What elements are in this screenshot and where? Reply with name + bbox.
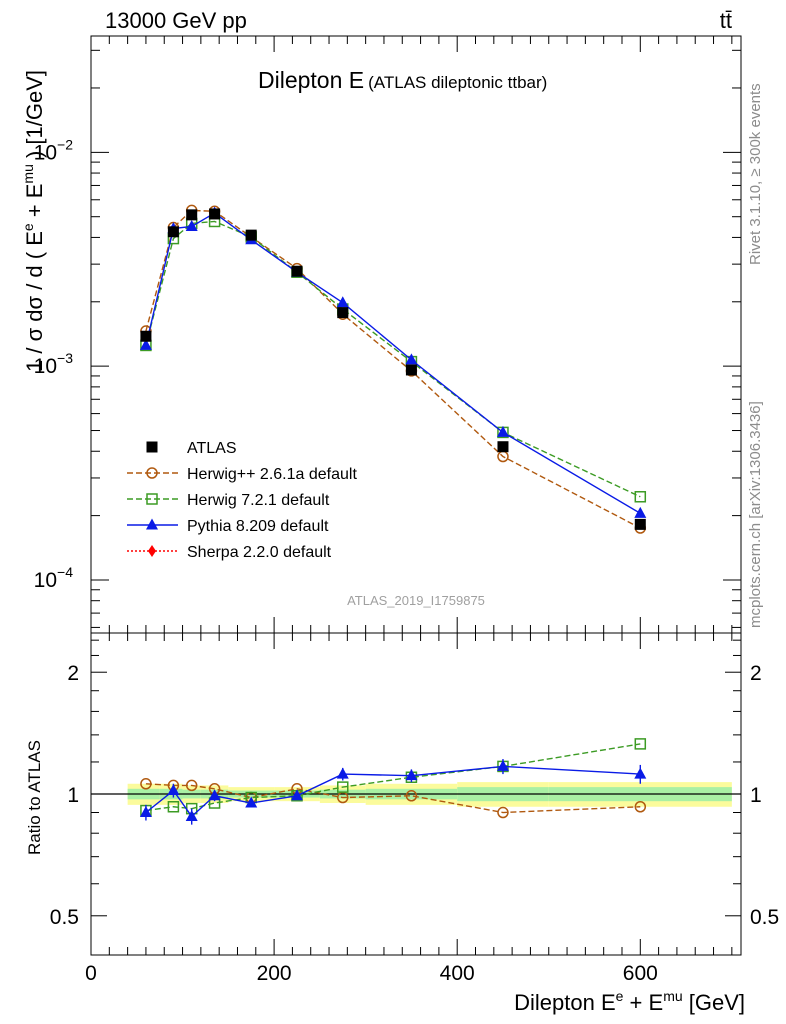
ratio-y-tick-label-right: 1 xyxy=(750,784,762,807)
ratio-line xyxy=(145,783,641,814)
data-point xyxy=(634,506,647,518)
y-tick-label: 10−3 xyxy=(34,350,74,378)
data-point xyxy=(336,296,349,308)
legend-marker xyxy=(148,545,156,557)
ratio-y-tick-label: 2 xyxy=(67,662,79,685)
series-atlas xyxy=(140,208,646,530)
legend-marker xyxy=(146,441,158,453)
legend-entry: Sherpa 2.2.0 default xyxy=(127,544,332,561)
plot-subtitle: (ATLAS dileptonic ttbar) xyxy=(368,73,547,92)
series-line xyxy=(145,220,641,498)
legend-entry: Pythia 8.209 default xyxy=(127,518,329,535)
data-point xyxy=(634,491,647,503)
legend: ATLAS Herwig++ 2.6.1a default Herwig 7.2.1… xyxy=(127,440,357,561)
ratio-point xyxy=(185,809,198,821)
mcplots-label: mcplots.cern.ch [arXiv:1306.3436] xyxy=(747,401,764,628)
x-tick-label: 600 xyxy=(623,962,658,985)
data-point xyxy=(186,209,198,221)
plot-title-main: Dilepton E xyxy=(258,67,364,93)
data-point xyxy=(245,229,257,241)
ratio-point xyxy=(167,801,180,813)
legend-label: ATLAS xyxy=(187,440,237,457)
data-point xyxy=(497,441,509,453)
ratio-point xyxy=(497,806,509,819)
x-axis-label: Dilepton Ee + Emu [GeV] xyxy=(514,988,745,1015)
data-point xyxy=(405,353,418,365)
ratio-point xyxy=(336,767,349,779)
data-point xyxy=(209,208,221,220)
process-label: tt̄ xyxy=(720,8,732,33)
ratio-point xyxy=(634,738,647,750)
x-tick-label: 200 xyxy=(257,962,292,985)
ratio-point xyxy=(634,767,647,779)
series-herwig-7-2-1-default xyxy=(140,215,647,503)
plot-title: Dilepton E (ATLAS dileptonic ttbar) xyxy=(258,67,547,93)
legend-entry: Herwig++ 2.6.1a default xyxy=(127,466,357,483)
series-herwig-2-6-1a-default xyxy=(140,204,647,534)
ratio-point xyxy=(208,789,221,801)
axis-ticks: 0 200 400 600 10−4 10−3 10−2 0.5 0.5 1 1 2 2 xyxy=(34,36,779,985)
ratio-series xyxy=(139,738,647,825)
data-point xyxy=(405,364,417,376)
ratio-point xyxy=(290,789,303,801)
x-tick-label: 400 xyxy=(440,962,475,985)
ratio-y-tick-label-right: 0.5 xyxy=(750,906,779,929)
ratio-pythia-8-209-default xyxy=(139,759,647,825)
legend-marker xyxy=(146,467,158,479)
y-tick-label: 10−4 xyxy=(34,564,74,592)
ratio-point xyxy=(245,796,258,808)
legend-label: Sherpa 2.2.0 default xyxy=(187,544,332,561)
ratio-point xyxy=(634,801,647,813)
ratio-point xyxy=(140,778,152,790)
legend-entry: Herwig 7.2.1 default xyxy=(127,492,330,509)
data-point xyxy=(634,518,646,530)
ratio-y-tick-label: 1 xyxy=(67,784,79,807)
y-axis-label: 1 / σ dσ / d ( Ee + Emu ) [1/GeV] xyxy=(20,70,47,372)
x-tick-label: 0 xyxy=(85,962,97,985)
legend-entry: ATLAS xyxy=(146,440,237,457)
series-line xyxy=(145,212,641,514)
ratio-line xyxy=(145,743,641,812)
data-point xyxy=(139,338,152,350)
y-tick-label: 10−2 xyxy=(34,136,74,164)
ratio-y-axis-label: Ratio to ATLAS xyxy=(25,740,44,855)
ratio-point xyxy=(139,806,152,818)
legend-label: Herwig++ 2.6.1a default xyxy=(187,466,357,483)
analysis-id: ATLAS_2019_I1759875 xyxy=(347,593,485,608)
data-point xyxy=(185,219,198,231)
legend-marker xyxy=(146,493,158,505)
ratio-y-tick-label-right: 2 xyxy=(750,662,762,685)
data-point xyxy=(337,307,349,319)
ratio-point xyxy=(405,790,418,802)
series-line xyxy=(145,209,641,529)
energy-label: 13000 GeV pp xyxy=(105,8,247,33)
ratio-point xyxy=(405,769,418,781)
data-point xyxy=(496,425,509,437)
ratio-line xyxy=(145,765,641,818)
legend-label: Pythia 8.209 default xyxy=(187,518,329,535)
legend-label: Herwig 7.2.1 default xyxy=(187,492,330,509)
legend-marker xyxy=(146,518,158,530)
main-series xyxy=(139,204,647,534)
data-point xyxy=(167,226,179,238)
ratio-point xyxy=(496,759,509,771)
data-point xyxy=(140,330,152,342)
rivet-label: Rivet 3.1.10, ≥ 300k events xyxy=(747,83,764,265)
data-point xyxy=(291,265,303,277)
ratio-point xyxy=(185,779,198,792)
ratio-y-tick-label: 0.5 xyxy=(50,906,79,929)
ratio-point xyxy=(167,784,180,796)
ratio-point xyxy=(337,781,349,793)
